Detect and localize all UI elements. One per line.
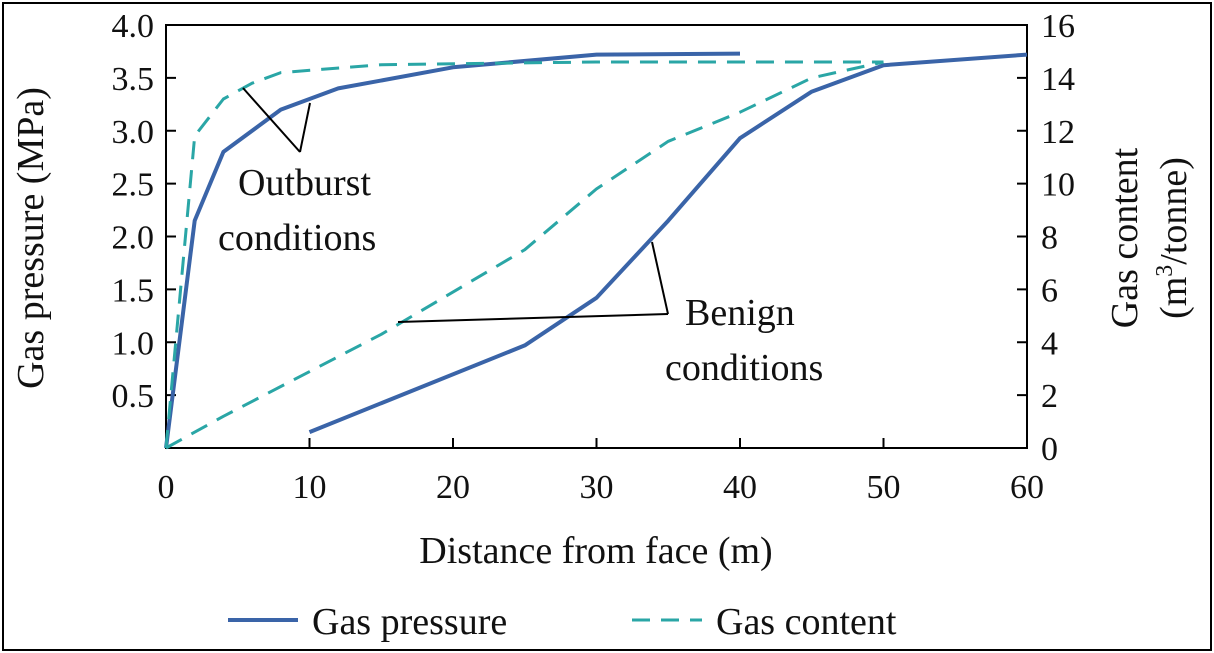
annotation-outburst-line1: Outburst [238,162,371,204]
plot-area: 0 10 20 30 40 50 60 0.5 1.0 1.5 2.0 2.5 3.0 3.5 4.0 0 2 4… [112,8,1076,506]
y2-axis-label-line1: Gas content [1104,147,1146,328]
x-tick-label-50: 50 [867,469,901,506]
y2-tick-label-10: 10 [1041,167,1075,204]
y-tick-label-2.5: 2.5 [112,167,155,204]
series-line-benign-gas-content [165,60,884,450]
y-tick-label-3.0: 3.0 [112,114,155,151]
annotation-benign-line2: conditions [665,347,823,389]
legend-label-gas-pressure: Gas pressure [312,601,507,643]
annotation-layer: Outburst conditions Benign conditions [218,87,823,389]
legend-label-gas-content: Gas content [716,601,897,643]
y-axis-label: Gas pressure (MPa) [10,87,52,389]
x-tick-label-40: 40 [723,469,757,506]
y2-tick-label-12: 12 [1041,114,1075,151]
annotation-leader-benign-1 [397,313,669,323]
axis-labels: Distance from face (m) Gas pressure (MPa… [10,87,1195,572]
y2-tick-label-2: 2 [1041,378,1058,415]
series-line-benign-gas-pressure [308,52,1028,434]
x-tick-label-60: 60 [1010,469,1044,506]
series-line-outburst-gas-content [164,60,884,449]
y2-label-prefix: (m [1153,277,1195,319]
x-tick-label-20: 20 [436,469,470,506]
y-tick-label-1.0: 1.0 [112,325,155,362]
y2-label-suffix: /tonne) [1153,157,1195,265]
y2-axis-label-line2: (m3/tonne) [1152,157,1195,319]
y-tick-label-0.5: 0.5 [112,378,155,415]
x-tick-label-30: 30 [580,469,614,506]
y2-tick-label-4: 4 [1041,325,1058,362]
annotation-leader-benign-2 [651,241,669,315]
series-layer [164,51,1028,450]
y2-tick-label-14: 14 [1041,61,1075,98]
y-tick-label-3.5: 3.5 [112,61,155,98]
x-tick-label-0: 0 [158,469,175,506]
y2-tick-label-8: 8 [1041,220,1058,257]
y-tick-label-2.0: 2.0 [112,220,155,257]
y-tick-label-4.0: 4.0 [112,8,155,45]
y2-tick-label-0: 0 [1041,431,1058,468]
x-tick-label-10: 10 [293,469,327,506]
annotation-benign-line1: Benign [685,292,795,334]
series-line-outburst-gas-pressure [164,51,741,449]
y2-tick-label-16: 16 [1041,8,1075,45]
y2-tick-label-6: 6 [1041,272,1058,309]
annotation-leader-outburst-1 [242,87,301,153]
y-tick-label-1.5: 1.5 [112,272,155,309]
x-axis-label: Distance from face (m) [419,530,772,572]
legend: Gas pressure Gas content [228,601,897,643]
y2-label-sup: 3 [1152,265,1178,277]
annotation-outburst-line2: conditions [218,217,376,259]
annotation-leader-outburst-2 [299,102,311,153]
